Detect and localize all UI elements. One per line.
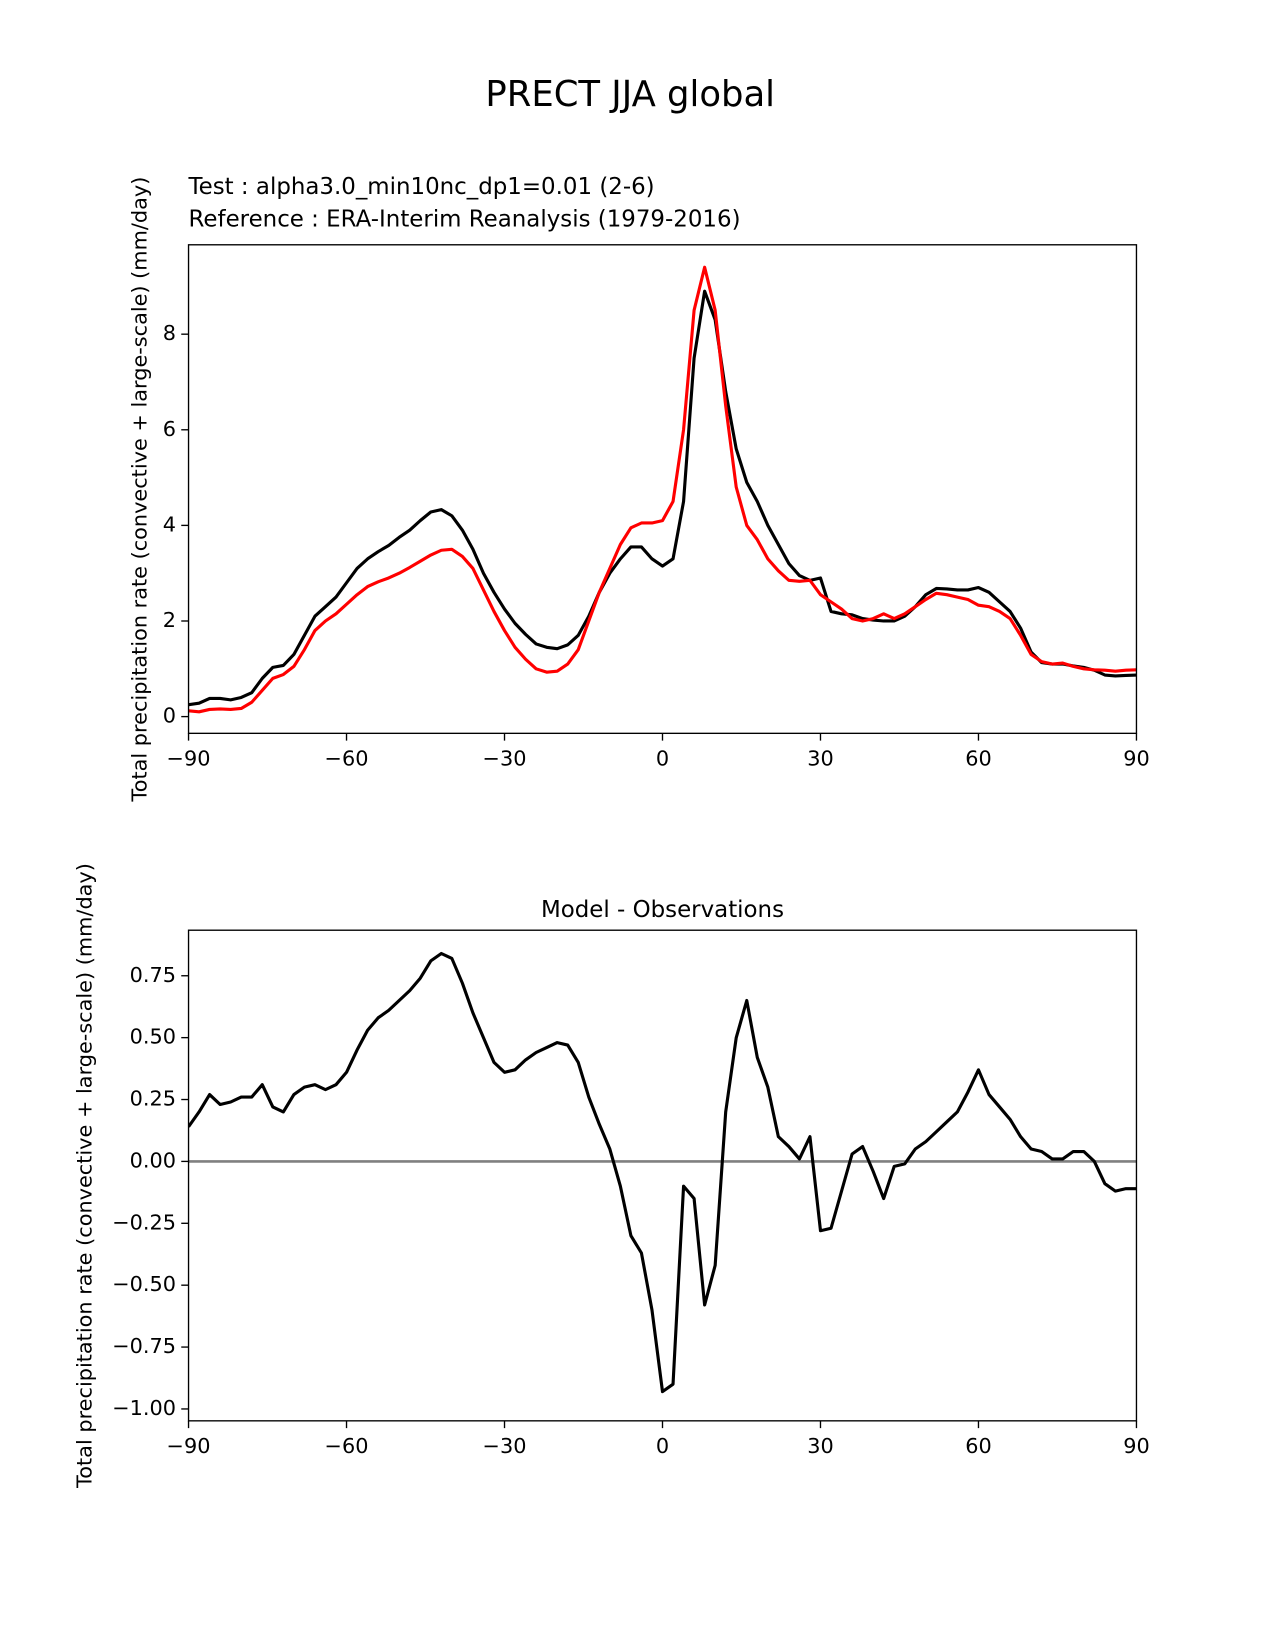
y-tick-label: −1.00 (112, 1396, 176, 1420)
axes-frame (187, 244, 1138, 735)
y-tick-label: −0.25 (112, 1210, 176, 1234)
axes-frame (187, 929, 1138, 1422)
legend-entry: Test : alpha3.0_min10nc_dp1=0.01 (2-6) (188, 174, 655, 200)
x-tick-label: 60 (965, 1434, 992, 1458)
x-tick-label: 0 (656, 1434, 669, 1458)
legend-entry: Reference : ERA-Interim Reanalysis (1979… (189, 206, 741, 232)
x-tick-label: 90 (1123, 746, 1150, 770)
y-tick-label: 0.00 (130, 1148, 176, 1172)
y-axis-label: Total precipitation rate (convective + l… (72, 863, 96, 1489)
x-tick-label: 60 (965, 746, 992, 770)
x-tick-label: −90 (167, 1434, 211, 1458)
data-line (188, 289, 1137, 707)
figure-title: PRECT JJA global (485, 74, 775, 115)
x-tick-label: 0 (656, 746, 669, 770)
x-tick-label: −60 (325, 746, 369, 770)
x-tick-label: −60 (325, 1434, 369, 1458)
y-tick-label: −0.75 (112, 1334, 176, 1358)
y-tick-label: 6 (163, 417, 176, 441)
y-tick-label: 0 (163, 704, 176, 728)
axes-title: Model - Observations (541, 897, 784, 923)
data-line (188, 265, 1137, 714)
x-tick-label: 30 (807, 1434, 834, 1458)
y-tick-label: 0.25 (130, 1087, 176, 1111)
y-tick-label: 4 (163, 512, 176, 536)
y-tick-label: 0.75 (130, 963, 176, 987)
x-tick-label: 30 (807, 746, 834, 770)
y-tick-label: 0.50 (130, 1025, 176, 1049)
x-tick-label: −30 (483, 1434, 527, 1458)
y-axis-label: Total precipitation rate (convective + l… (128, 177, 152, 803)
x-tick-label: −90 (167, 746, 211, 770)
x-tick-label: −30 (483, 746, 527, 770)
x-tick-label: 90 (1123, 1434, 1150, 1458)
y-tick-label: 2 (163, 608, 176, 632)
data-line (188, 951, 1137, 1394)
y-tick-label: −0.50 (112, 1272, 176, 1296)
y-tick-label: 8 (163, 321, 176, 345)
